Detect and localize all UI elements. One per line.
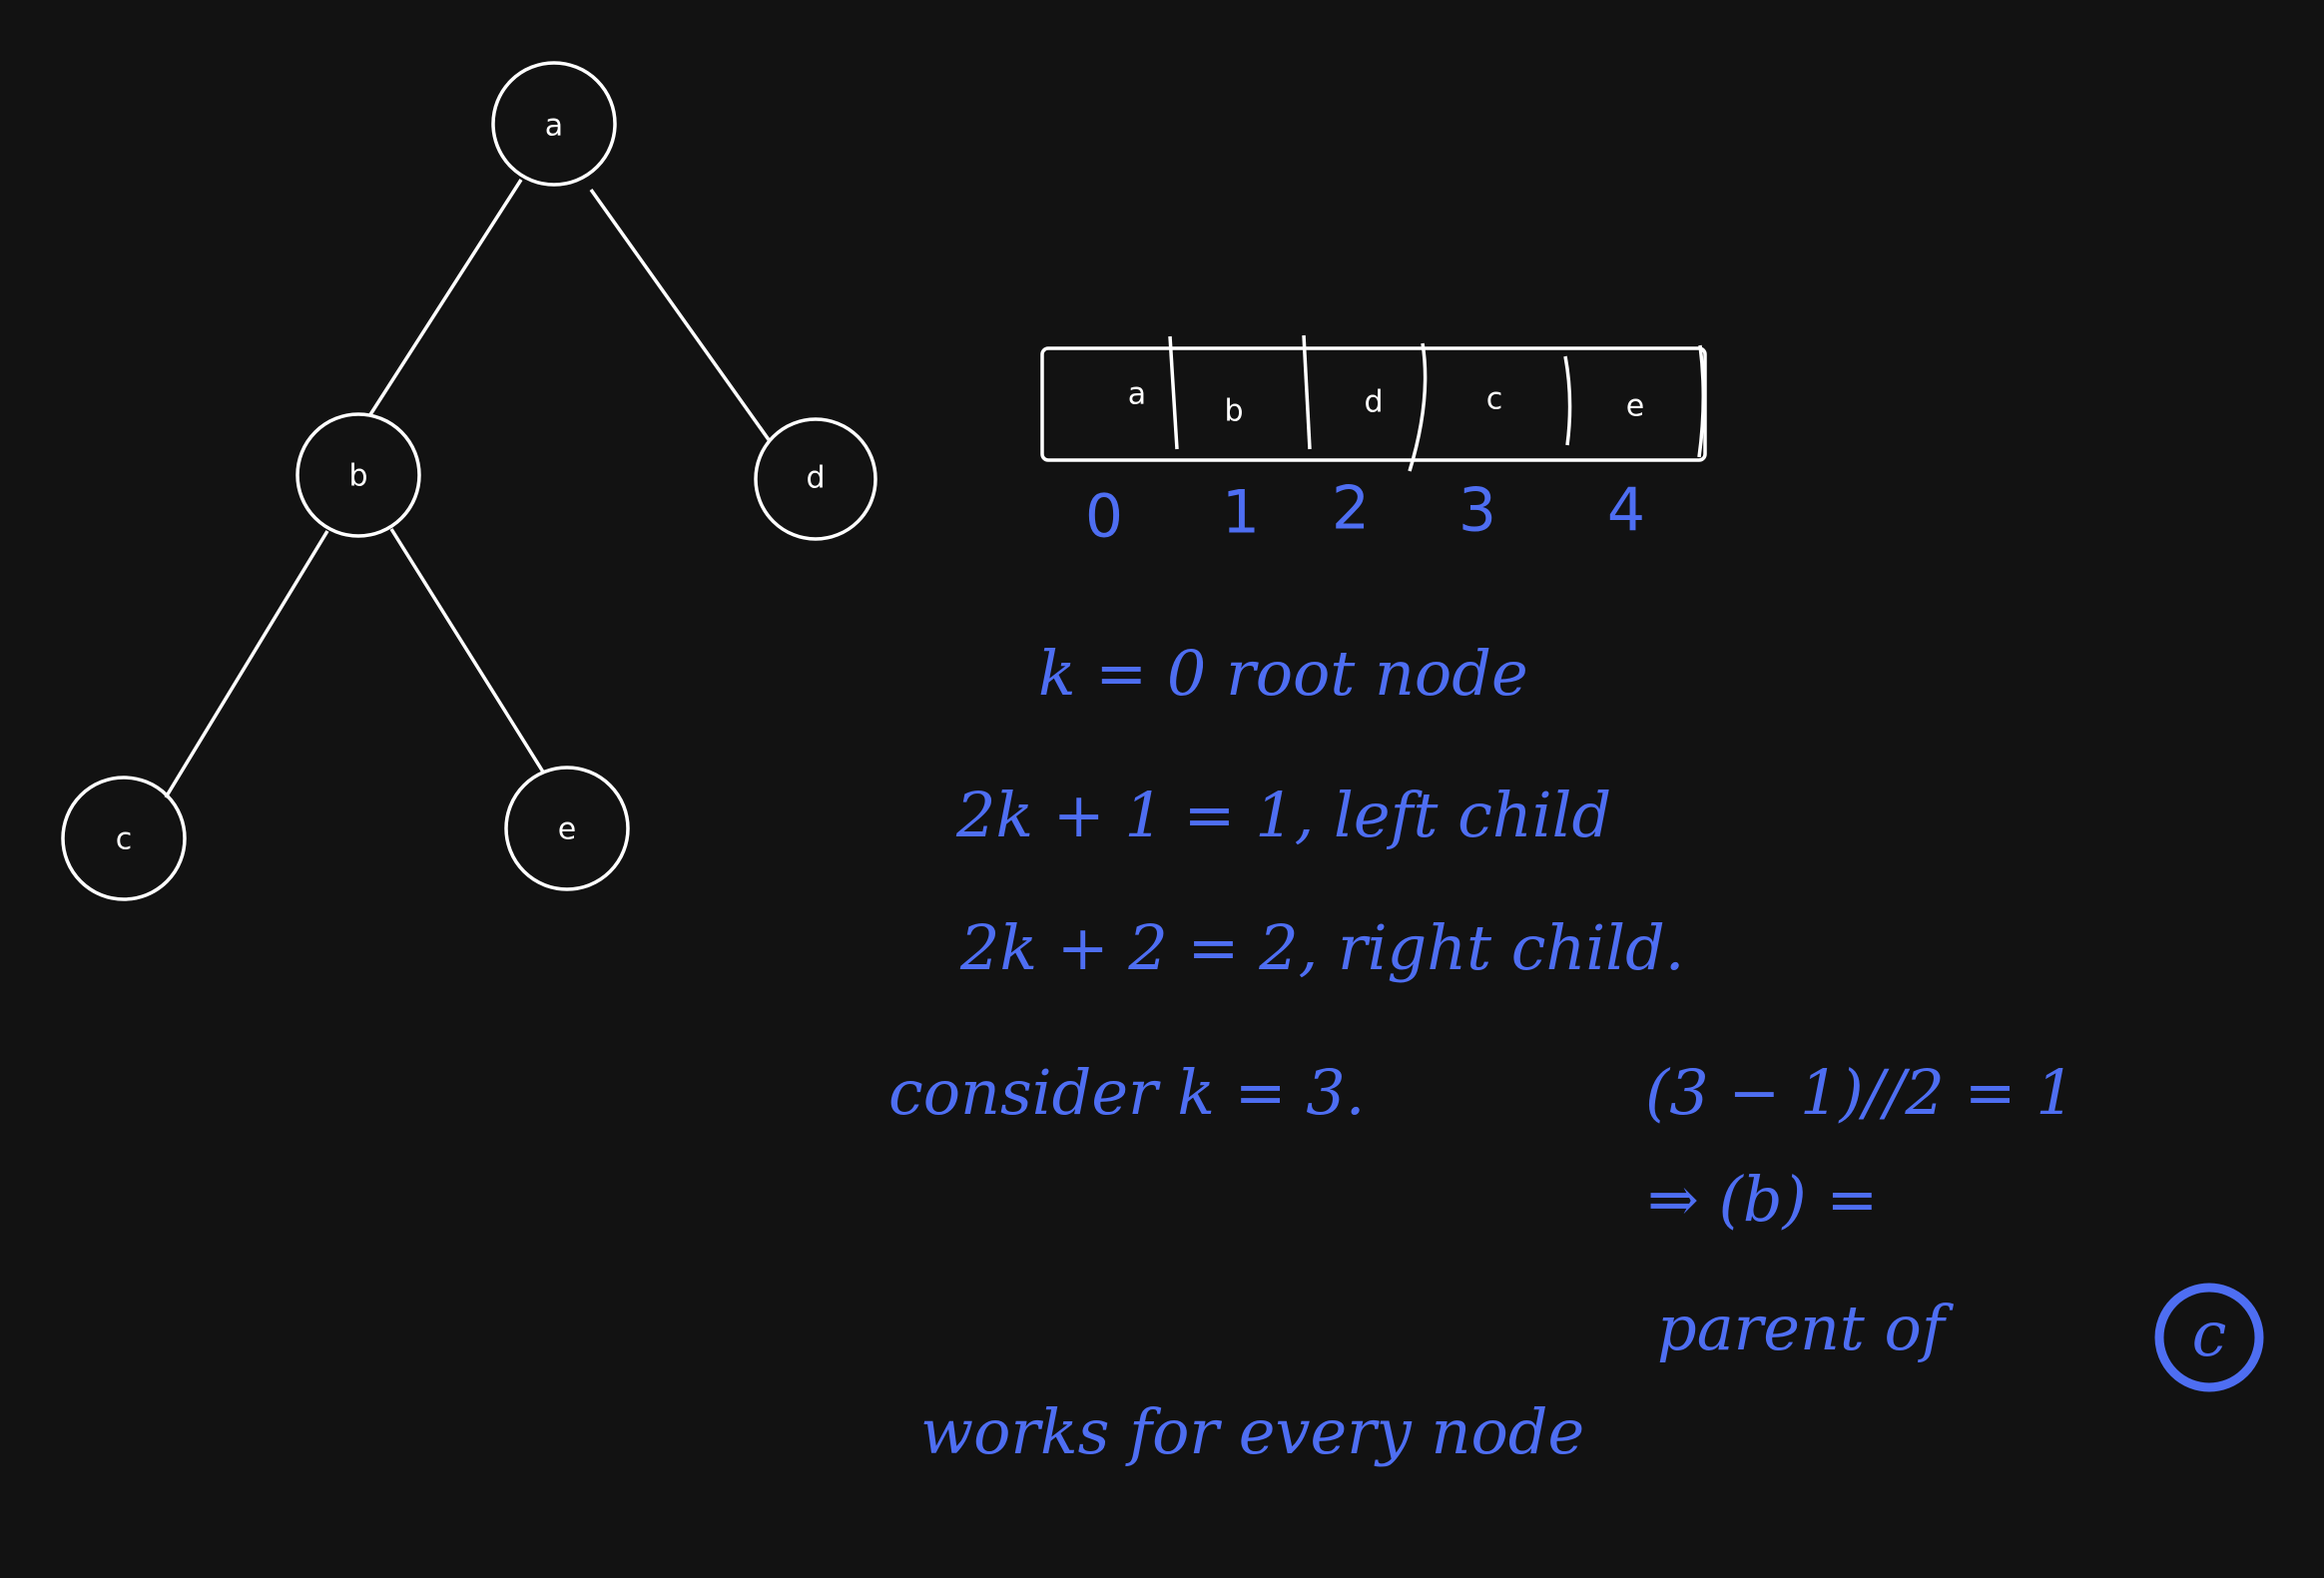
array-cell-label: a [1128, 377, 1146, 412]
note-left-child-formula: 2k + 1 = 1, left child [955, 779, 1611, 851]
tree-node-label: e [558, 812, 576, 847]
tree-node-d: d [754, 417, 877, 541]
tree-node-label: b [348, 459, 367, 494]
handwritten-notes: k = 0 root node 2k + 1 = 1, left child 2… [888, 637, 2264, 1468]
array-cell-label: c [1486, 382, 1503, 417]
array-index-label: 4 [1607, 476, 1645, 546]
array-cell-label: d [1364, 385, 1383, 420]
tree-node-e: e [504, 766, 630, 891]
tree-node-c: c [61, 776, 187, 901]
tree-edge-a-b [367, 179, 523, 417]
array-divider [1408, 342, 1428, 472]
note-root-index: k = 0 root node [1038, 637, 1528, 710]
tree-node-label: a [545, 109, 563, 144]
tree-node-label: c [116, 822, 133, 857]
array-index-label: 3 [1458, 476, 1496, 546]
note-parent-of: parent of [1657, 1292, 1955, 1364]
array-cell-label: b [1224, 394, 1243, 429]
array-index-label: 1 [1222, 478, 1260, 548]
tree-edge-a-d [589, 188, 772, 443]
array-index-label: 2 [1332, 474, 1370, 544]
array-divider [1302, 334, 1312, 450]
tree-node-label: d [806, 461, 825, 496]
array-cell-label: e [1626, 389, 1644, 424]
tree-edge-b-e [389, 528, 546, 775]
tree-node-b: b [295, 412, 421, 538]
array-divider [1168, 335, 1179, 450]
circled-c-icon: c [2154, 1283, 2264, 1392]
note-right-child-formula: 2k + 2 = 2, right child. [959, 911, 1684, 984]
array-outline [1040, 346, 1707, 462]
note-consider-k: consider k = 3. [888, 1056, 1365, 1129]
note-parent-formula: (3 − 1)//2 = 1 [1645, 1056, 2075, 1129]
binary-tree: a b d c e [61, 61, 877, 901]
array-divider [1563, 355, 1572, 446]
array-divider [1697, 344, 1706, 458]
note-implies: ⇒ (b) = [1647, 1163, 1878, 1236]
tree-edge-b-c [164, 530, 329, 798]
circled-c-label: c [2192, 1298, 2227, 1370]
note-works-for-every-node: works for every node [920, 1395, 1584, 1468]
tree-node-a: a [491, 61, 617, 187]
array-diagram: a b d c e 0 1 2 3 4 [1040, 334, 1707, 552]
array-index-label: 0 [1085, 482, 1123, 552]
